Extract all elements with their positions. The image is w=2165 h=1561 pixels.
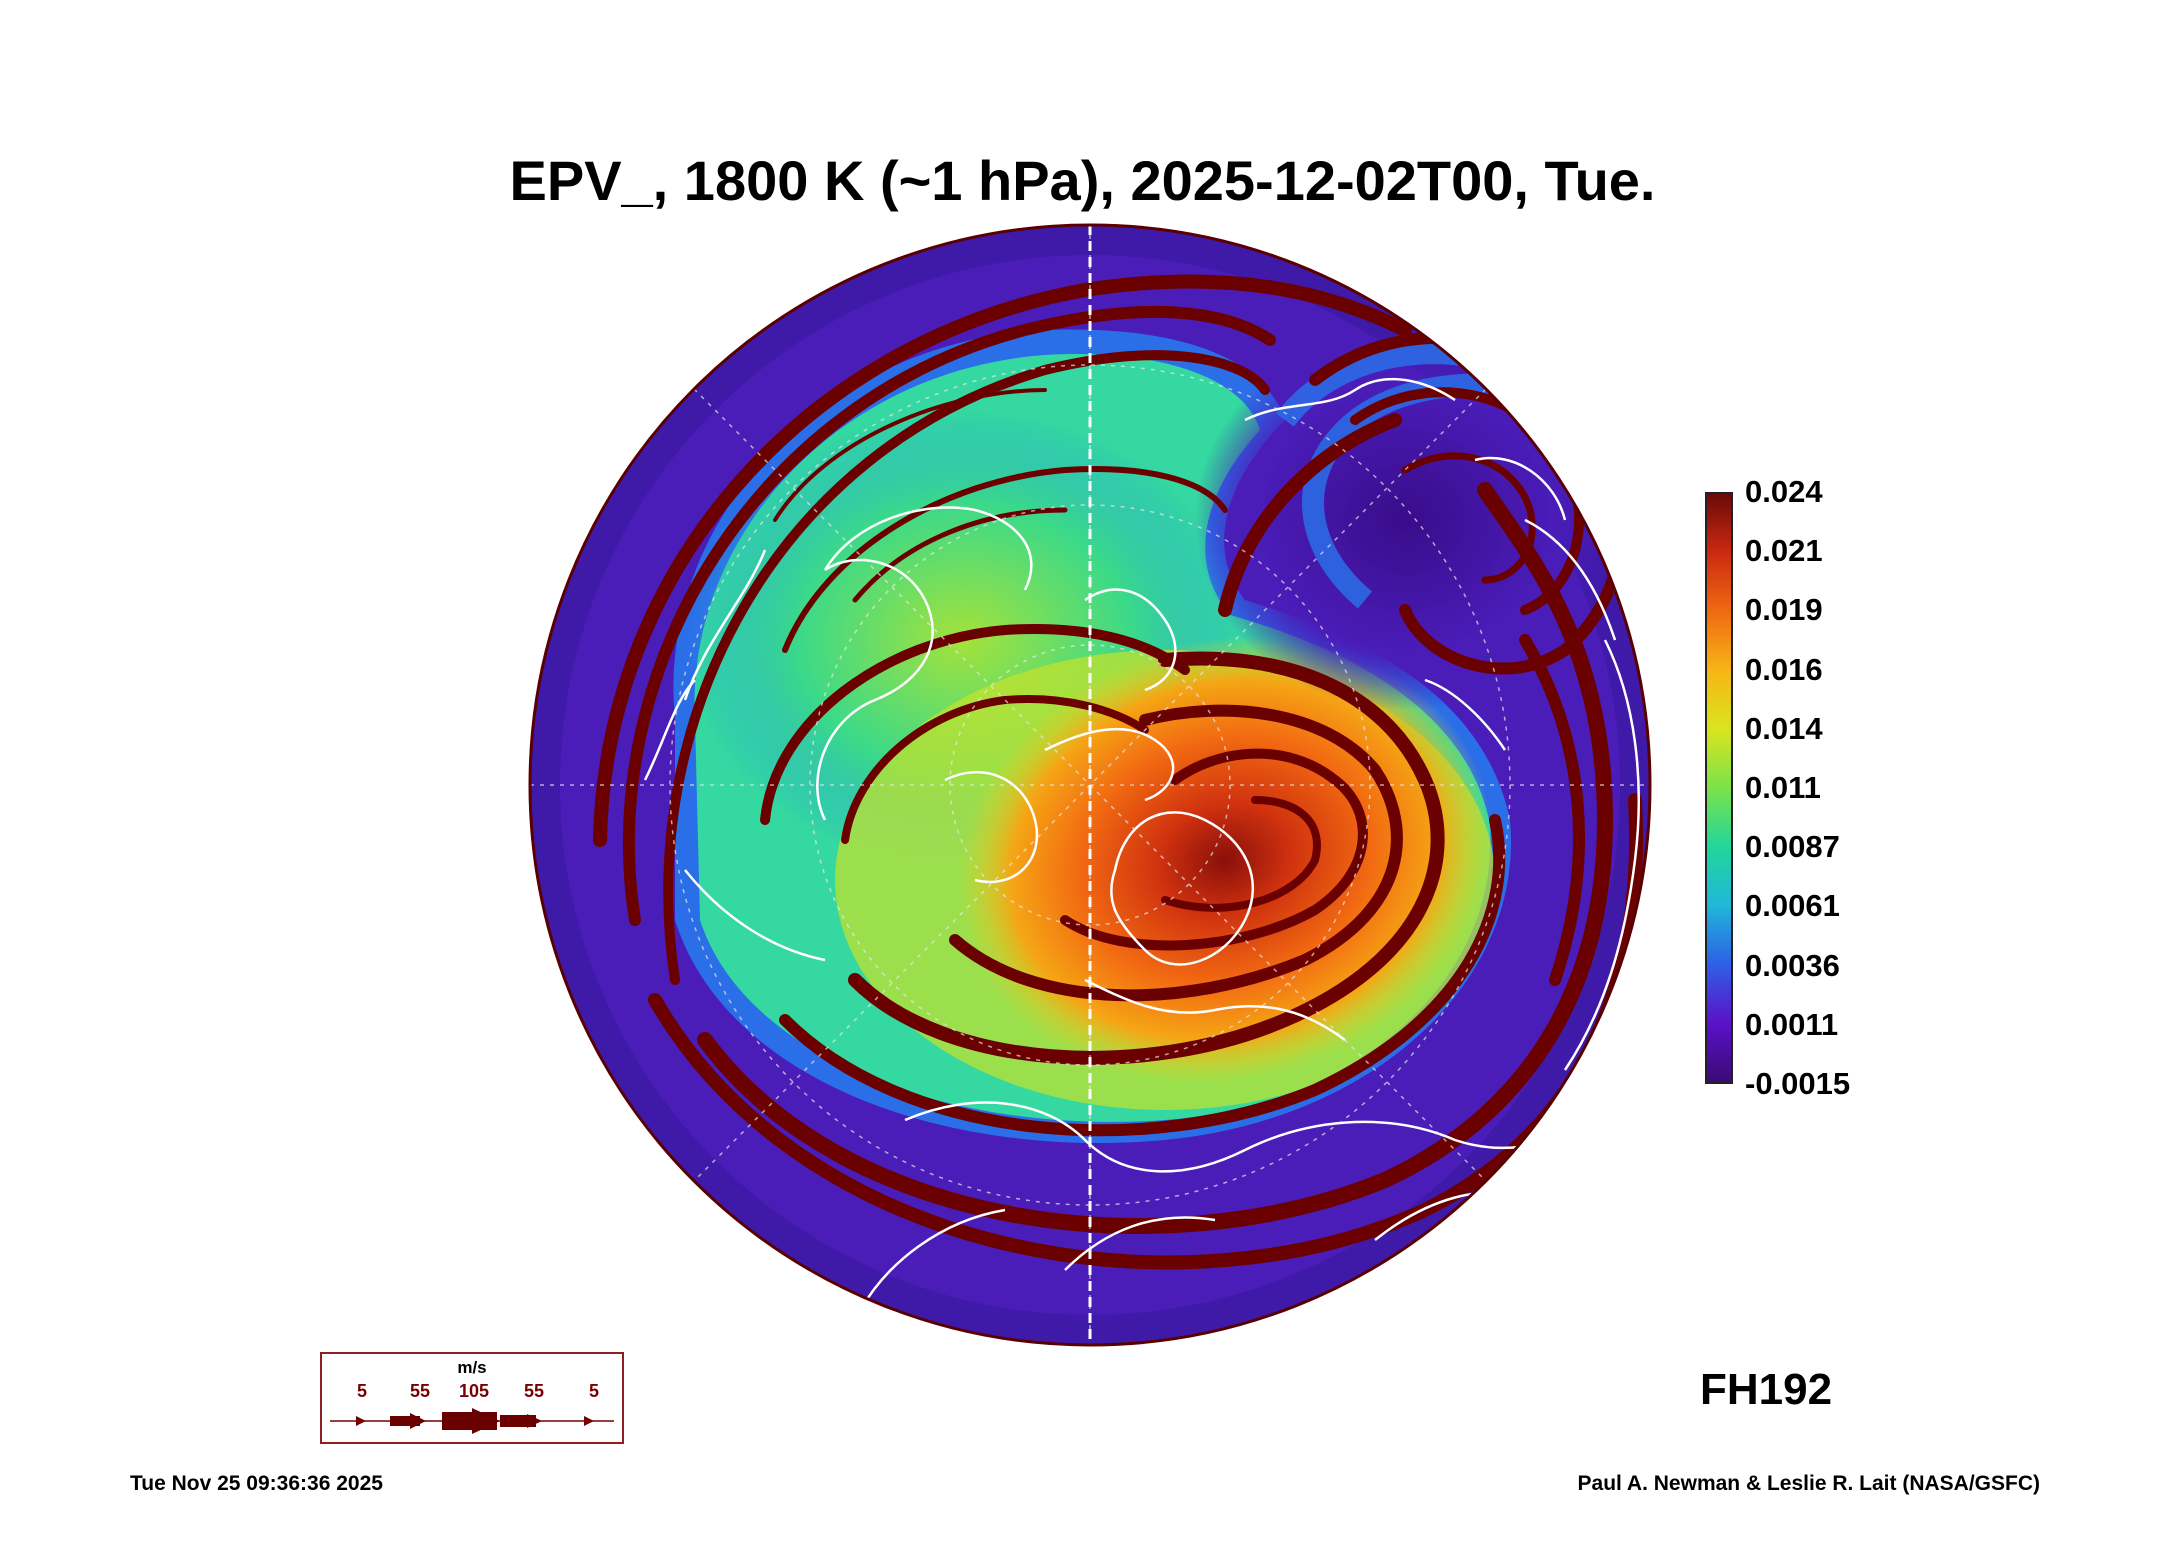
epv-globe-map bbox=[528, 223, 1652, 1347]
colorbar-tick-label: 0.021 bbox=[1745, 533, 1823, 569]
colorbar-tick-label: 0.011 bbox=[1745, 770, 1821, 805]
forecast-hour-label: FH192 bbox=[1700, 1365, 1833, 1414]
colorbar-labels: 0.024 0.021 0.019 0.016 0.014 0.011 0.0087 0.00… bbox=[1745, 470, 1885, 1101]
credit-text: Paul A. Newman & Leslie R. Lait (NASA/GS… bbox=[1577, 1472, 2040, 1495]
wind-speed-label: 55 bbox=[523, 1381, 545, 1401]
globe-outline bbox=[528, 223, 1652, 1347]
anticyclone-region bbox=[1195, 330, 1615, 710]
colorbar-tick-label: 0.024 bbox=[1745, 474, 1823, 509]
wind-speed-scale-graphic bbox=[330, 1408, 614, 1434]
generation-timestamp: Tue Nov 25 09:36:36 2025 bbox=[130, 1472, 383, 1495]
wind-streamlines bbox=[593, 274, 1644, 1270]
colorbar-tick-label: 0.016 bbox=[1745, 651, 1823, 687]
wind-speed-label: 5 bbox=[588, 1381, 600, 1401]
wind-speed-label: 55 bbox=[409, 1381, 431, 1401]
colorbar-tick-label: 0.014 bbox=[1745, 710, 1823, 746]
wind-speed-label: 5 bbox=[356, 1381, 368, 1401]
epv-colorbar bbox=[1705, 492, 1733, 1084]
colorbar-tick-label: 0.0061 bbox=[1745, 888, 1840, 924]
wind-unit-label: m/s bbox=[457, 1358, 487, 1377]
wind-speed-legend: m/s 5 55 105 55 5 bbox=[320, 1352, 624, 1444]
colorbar-tick-label: 0.0087 bbox=[1745, 829, 1840, 865]
wind-speed-label: 105 bbox=[458, 1381, 490, 1401]
colorbar-tick-label: 0.0011 bbox=[1745, 1006, 1839, 1042]
colorbar-tick-label: 0.019 bbox=[1745, 592, 1823, 628]
map-title: EPV_, 1800 K (~1 hPa), 2025-12-02T00, Tu… bbox=[509, 149, 1656, 212]
colorbar-tick-label: 0.0036 bbox=[1745, 947, 1840, 983]
colorbar-tick-label: -0.0015 bbox=[1745, 1066, 1851, 1101]
